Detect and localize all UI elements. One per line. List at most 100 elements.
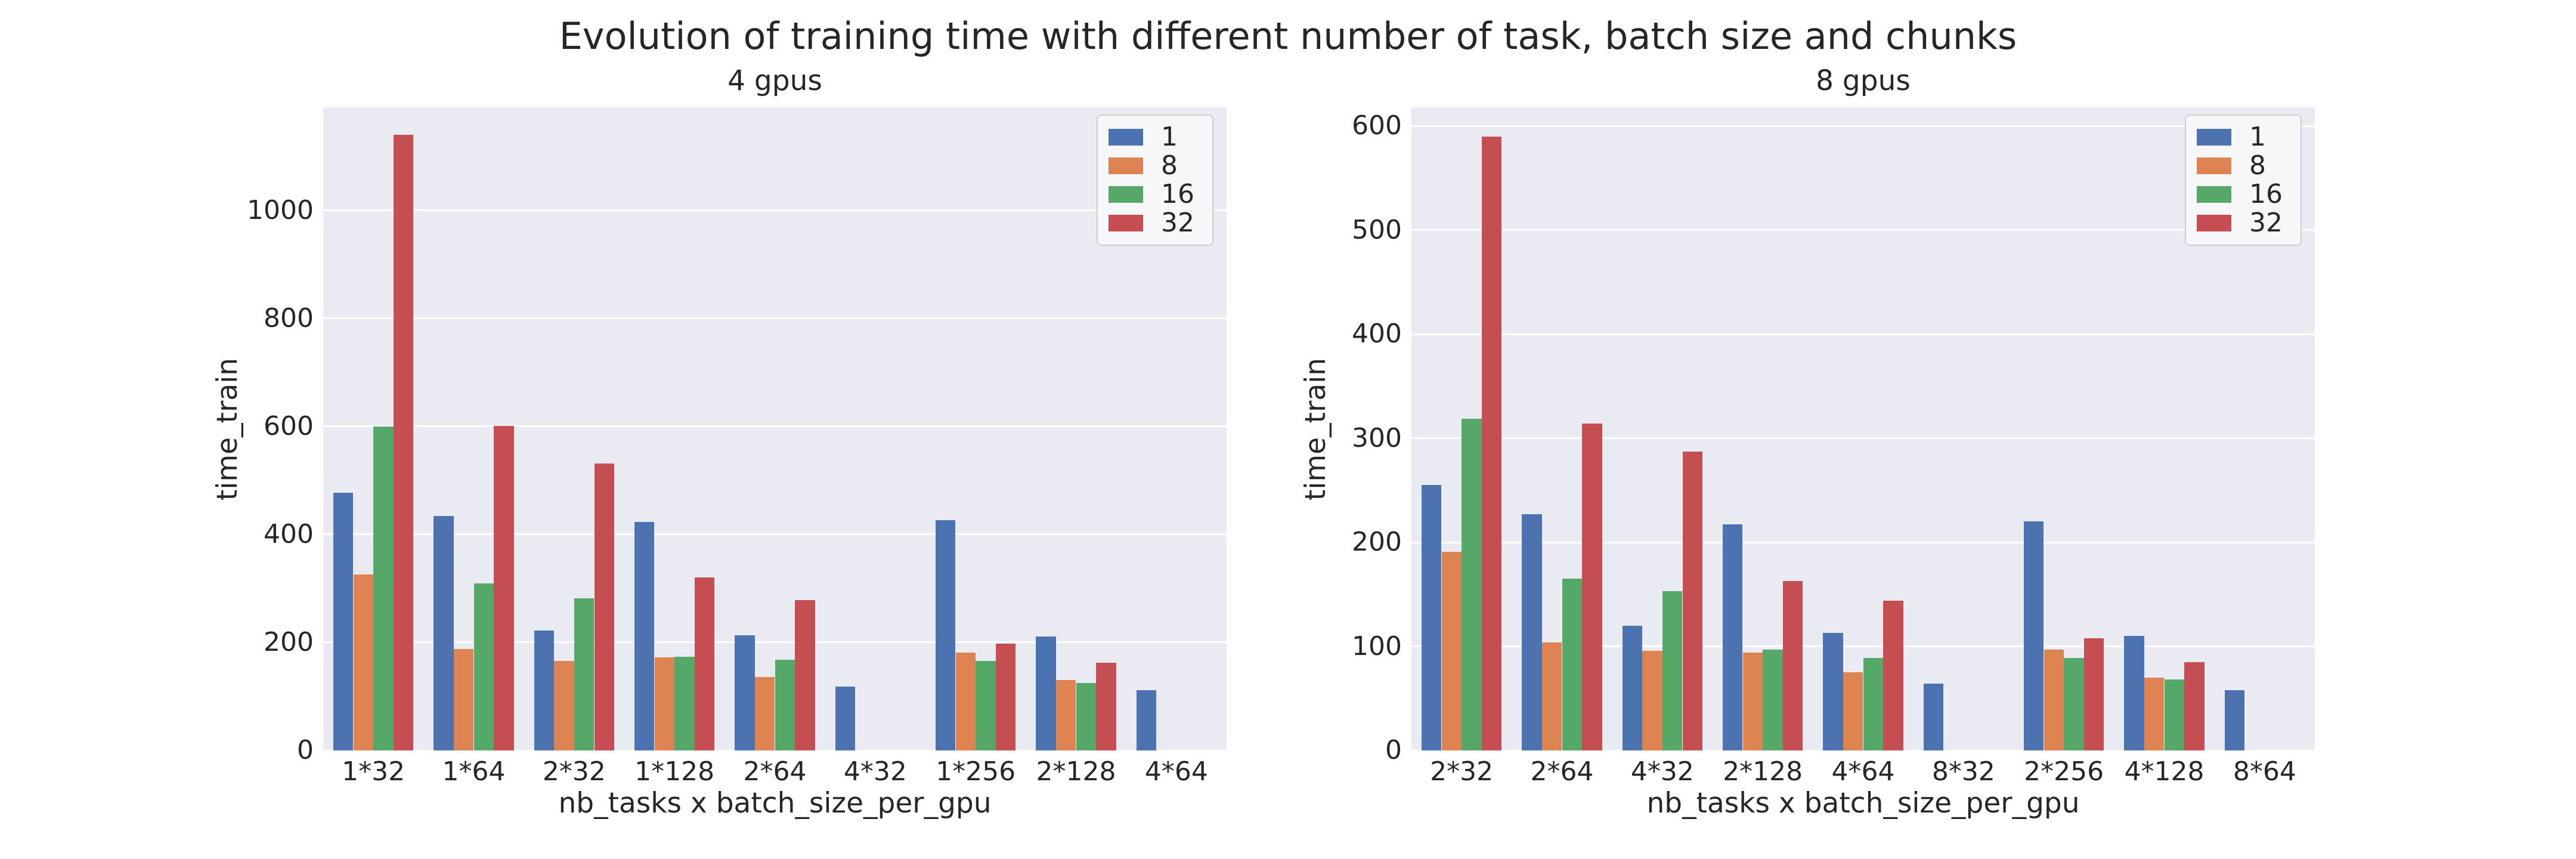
legend: 1 8 16 32 — [1097, 115, 1213, 246]
legend-label: 8 — [1161, 150, 1178, 181]
bar — [735, 635, 755, 750]
bar — [654, 657, 675, 750]
legend-item: 1 — [1109, 124, 1194, 150]
bar — [1562, 579, 1583, 750]
bar — [2064, 657, 2084, 750]
bar — [434, 516, 454, 750]
y-tick-label: 400 — [264, 518, 314, 549]
legend-swatch — [1109, 215, 1143, 231]
bar — [976, 660, 996, 750]
plot-area: 1 8 16 32 — [323, 107, 1227, 750]
bar — [1863, 657, 1884, 750]
bar — [1522, 514, 1542, 750]
bar — [494, 426, 514, 750]
bar — [835, 687, 856, 750]
bar — [393, 135, 414, 750]
bar — [1722, 524, 1743, 750]
grid-line — [323, 641, 1227, 644]
x-tick-label: 8*64 — [2233, 756, 2296, 787]
bar — [955, 653, 976, 750]
bar — [373, 426, 394, 750]
bar — [554, 660, 574, 750]
legend-label: 16 — [1161, 179, 1194, 209]
bar — [634, 522, 655, 750]
bar — [2144, 677, 2165, 750]
bar — [594, 464, 615, 750]
grid-line — [323, 533, 1227, 536]
bar — [995, 643, 1016, 750]
bar — [795, 600, 815, 750]
x-tick-label: 1*64 — [442, 756, 506, 787]
bar — [935, 520, 956, 750]
bar — [1782, 580, 1803, 750]
y-tick-label: 1000 — [247, 194, 314, 225]
grid-line — [1411, 645, 2315, 648]
bar — [1742, 653, 1763, 750]
x-tick-label: 2*64 — [1530, 756, 1594, 787]
x-axis-label: nb_tasks x batch_size_per_gpu — [558, 787, 992, 820]
bar — [674, 656, 695, 750]
bar — [1622, 625, 1643, 750]
bar — [754, 676, 775, 750]
y-tick-label: 0 — [297, 735, 314, 765]
x-axis-label: nb_tasks x batch_size_per_gpu — [1646, 787, 2080, 820]
bar — [2164, 679, 2185, 750]
bar — [1136, 690, 1157, 750]
bar — [1682, 452, 1703, 750]
y-tick-label: 0 — [1385, 735, 1402, 765]
bar — [1055, 680, 1076, 750]
bar — [1763, 649, 1783, 750]
x-tick-label: 4*32 — [1630, 756, 1694, 787]
y-tick-label: 800 — [264, 302, 314, 333]
legend-swatch — [2197, 157, 2231, 174]
legend-item: 1 — [2197, 124, 2283, 150]
bar — [2083, 638, 2104, 750]
y-tick-label: 600 — [264, 410, 314, 441]
x-tick-label: 2*32 — [542, 756, 606, 787]
y-tick-label: 400 — [1352, 319, 1402, 350]
grid-line — [323, 425, 1227, 428]
y-tick-label: 500 — [1352, 214, 1402, 245]
legend-swatch — [1109, 157, 1143, 174]
bar — [1441, 551, 1462, 750]
x-tick-label: 4*64 — [1144, 756, 1208, 787]
grid-line — [1411, 437, 2315, 440]
legend-label: 1 — [1161, 122, 1178, 152]
bar — [1843, 672, 1863, 750]
grid-line — [1411, 541, 2315, 543]
figure-title: Evolution of training time with differen… — [559, 14, 2017, 58]
bar — [2224, 690, 2245, 750]
legend-swatch — [1109, 129, 1143, 146]
bar — [1582, 424, 1602, 750]
grid-line — [1411, 333, 2315, 335]
y-tick-label: 100 — [1352, 631, 1402, 662]
legend-swatch — [1109, 186, 1143, 203]
legend-item: 16 — [2197, 181, 2283, 208]
bar — [353, 574, 374, 750]
y-tick-label: 200 — [264, 626, 314, 657]
x-tick-label: 2*64 — [743, 756, 807, 787]
bar — [1541, 642, 1562, 750]
bar — [694, 577, 715, 750]
grid-line — [1411, 229, 2315, 231]
x-tick-label: 2*32 — [1430, 756, 1494, 787]
x-tick-label: 2*256 — [2024, 756, 2104, 787]
legend-item: 32 — [1109, 210, 1194, 236]
bar — [534, 631, 555, 750]
grid-line — [1411, 125, 2315, 127]
x-tick-label: 4*128 — [2124, 756, 2205, 787]
x-tick-label: 1*128 — [634, 756, 715, 787]
bar — [1662, 591, 1683, 750]
bar — [2184, 662, 2205, 750]
x-tick-label: 4*64 — [1831, 756, 1895, 787]
bar — [1923, 684, 1944, 750]
legend-item: 32 — [2197, 210, 2283, 236]
plot-area: 1 8 16 32 — [1411, 107, 2315, 750]
bar — [2023, 521, 2044, 750]
bar — [1883, 600, 1903, 750]
bar — [1642, 650, 1662, 750]
bar — [1823, 632, 1843, 750]
